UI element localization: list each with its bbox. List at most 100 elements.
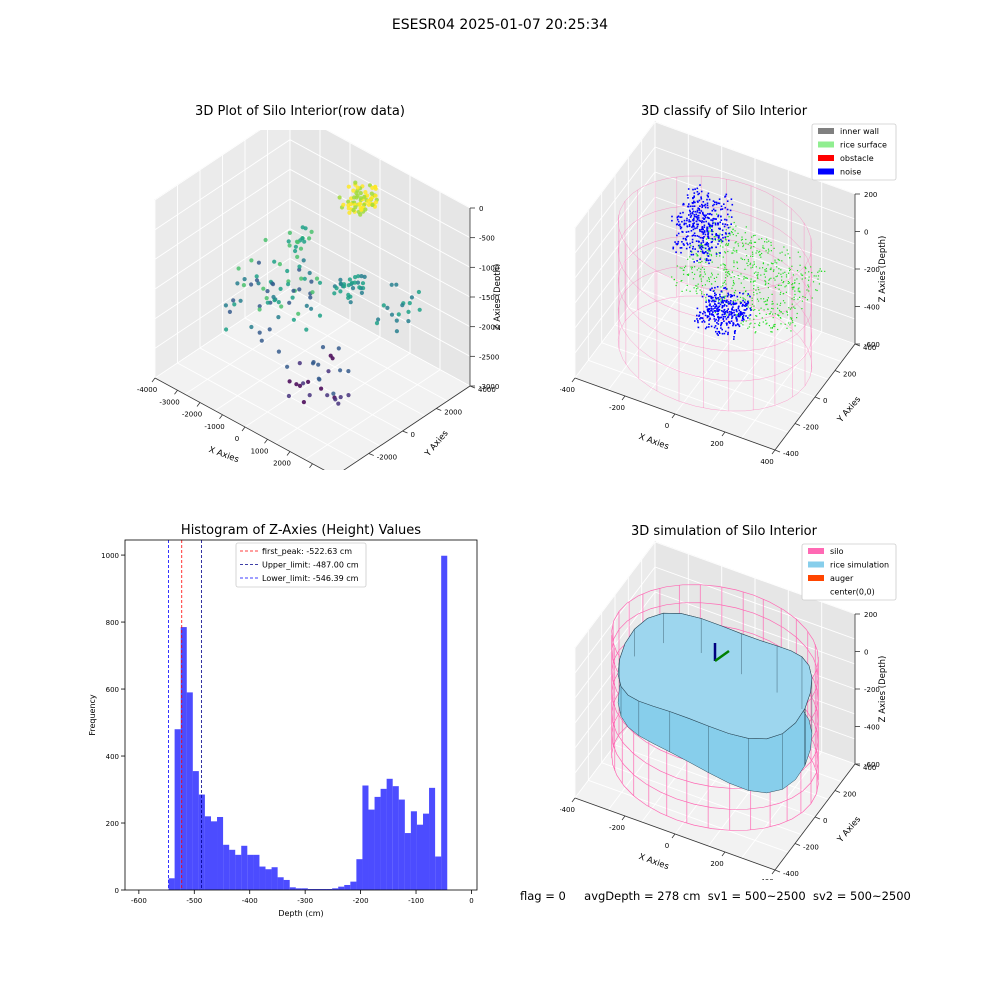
cls-rice-surface-point: [739, 296, 742, 298]
cls-rice-surface-point: [791, 298, 793, 300]
raw-data-point: [231, 298, 236, 303]
cls-rice-surface-point: [815, 275, 817, 277]
cls-rice-surface-point: [732, 284, 734, 287]
cls-noise-point: [721, 229, 724, 232]
cls-noise-point: [718, 332, 721, 334]
raw-data-point: [373, 200, 378, 205]
cls-noise-point: [707, 315, 710, 318]
cls-noise-point: [714, 305, 717, 308]
cls-noise-point: [717, 302, 720, 305]
cls-noise-point: [727, 333, 729, 336]
raw-data-point: [287, 243, 292, 248]
cls-noise-point: [749, 307, 752, 310]
cls-noise-point: [691, 235, 694, 237]
cls-noise-point: [718, 305, 721, 308]
cls-rice-surface-point: [771, 293, 773, 295]
raw-data-point: [350, 286, 356, 291]
cls-rice-surface-point: [745, 238, 747, 241]
cls-noise-point: [733, 311, 735, 314]
cls-y-tick: [774, 449, 781, 453]
cls-rice-surface-point: [705, 297, 707, 299]
cls-rice-surface-point: [777, 314, 779, 316]
cls-noise-point: [714, 320, 716, 322]
histogram-bar: [210, 821, 218, 890]
cls-noise-point: [747, 293, 749, 295]
histogram-bar: [180, 627, 187, 890]
raw-data-point: [337, 195, 342, 200]
cls-rice-surface-point: [699, 245, 701, 248]
cls-y-tick: [814, 396, 821, 400]
cls-rice-surface-point: [791, 307, 793, 309]
cls-noise-point: [715, 318, 717, 321]
cls-rice-surface-point: [704, 284, 706, 286]
cls-noise-point: [743, 318, 745, 321]
raw-data-point: [319, 386, 324, 391]
cls-noise-point: [693, 215, 696, 218]
cls-rice-surface-point: [717, 239, 719, 241]
raw-data-point: [259, 338, 264, 343]
cls-rice-surface-point: [708, 253, 711, 255]
cls-rice-surface-point: [724, 271, 727, 273]
cls-noise-point: [707, 222, 710, 225]
cls-rice-surface-point: [748, 294, 750, 296]
cls-rice-surface-point: [773, 277, 775, 279]
cls-noise-point: [700, 317, 702, 319]
sim-rice-surface: [617, 612, 813, 794]
cls-rice-surface-point: [763, 298, 765, 300]
raw-z-tick-label: -2500: [479, 353, 499, 361]
cls-noise-point: [693, 222, 695, 224]
cls-noise-point: [733, 338, 735, 340]
cls-rice-surface-point: [704, 258, 706, 260]
cls-rice-surface-point: [751, 251, 754, 253]
cls-noise-point: [724, 223, 727, 226]
cls-noise-point: [685, 247, 688, 250]
cls-noise-point: [712, 313, 714, 316]
raw-data-point: [264, 296, 269, 301]
cls-rice-surface-point: [787, 253, 789, 255]
cls-noise-point: [690, 253, 693, 256]
cls-noise-point: [707, 234, 709, 236]
cls-noise-point: [746, 308, 748, 310]
cls-rice-surface-point: [793, 296, 795, 298]
sim-gridline: [574, 541, 856, 649]
raw-data-point: [346, 206, 351, 211]
cls-rice-surface-point: [727, 233, 729, 235]
cls-noise-point: [733, 330, 736, 333]
cls-noise-point: [723, 300, 726, 302]
cls-noise-point: [699, 230, 701, 233]
cls-noise-point: [733, 302, 735, 305]
cls-noise-point: [698, 211, 700, 214]
cls-rice-surface-point: [736, 251, 738, 253]
cls-noise-point: [712, 222, 714, 224]
raw-data-point: [308, 295, 313, 300]
cls-rice-surface-point: [808, 271, 810, 273]
cls-noise-point: [715, 218, 717, 220]
cls-rice-surface-point: [801, 278, 803, 280]
cls-noise-point: [729, 209, 732, 212]
cls-rice-surface-point: [726, 295, 728, 297]
histogram-legend-label: first_peak: -522.63 cm: [262, 547, 352, 556]
cls-rice-surface-point: [770, 268, 772, 271]
cls-rice-surface-point: [708, 277, 710, 279]
flag-value: flag = 0: [520, 889, 566, 903]
raw-data-point: [326, 369, 331, 374]
cls-rice-surface-point: [768, 240, 770, 242]
raw-x-tick: [151, 377, 156, 383]
cls-noise-point: [707, 192, 710, 195]
cls-rice-surface-point: [764, 284, 766, 286]
cls-rice-surface-point: [799, 290, 801, 292]
cls-noise-point: [719, 316, 722, 319]
cls-noise-point: [708, 326, 710, 328]
cls-rice-surface-point: [752, 235, 755, 237]
cls-rice-surface-point: [763, 247, 765, 249]
cls-noise-point: [724, 315, 726, 318]
cls-noise-point: [714, 294, 716, 297]
cls-rice-surface-point: [741, 258, 743, 260]
raw-data-point: [287, 379, 292, 384]
cls-noise-point: [671, 219, 673, 222]
cls-rice-surface-point: [703, 268, 705, 270]
raw-data-point: [249, 324, 254, 330]
cls-noise-point: [736, 318, 738, 321]
cls-noise-point: [708, 300, 711, 302]
cls-rice-surface-point: [804, 272, 806, 274]
